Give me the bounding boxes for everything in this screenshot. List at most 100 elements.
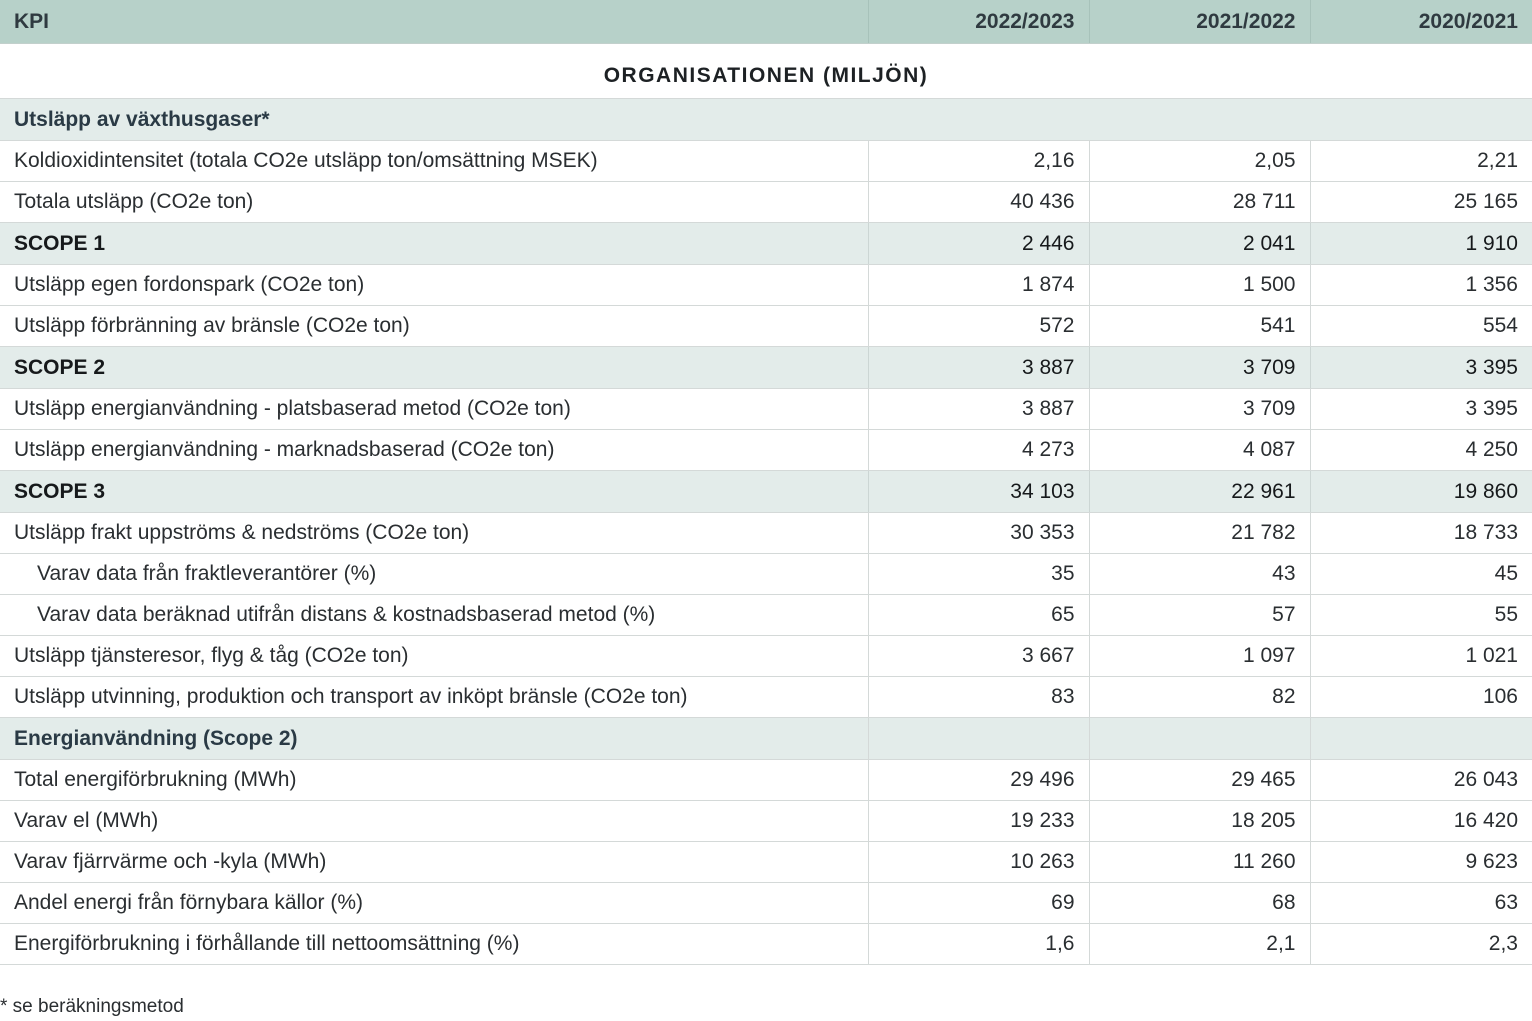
row-label: Energiförbrukning i förhållande till net… [0,923,868,965]
kpi-table: KPI 2022/2023 2021/2022 2020/2021 ORGANI… [0,0,1532,965]
row-value-year-2: 2,05 [1088,140,1310,182]
row-label: Utsläpp energianvändning - marknadsbaser… [0,429,868,471]
row-value-year-1: 2,16 [867,140,1089,182]
row-value-year-3: 3 395 [1309,388,1532,430]
row-value-year-3: 1 021 [1309,635,1532,677]
row-value-year-2: 28 711 [1088,181,1310,223]
row-value-year-2: 4 087 [1088,429,1310,471]
section-empty-cell [867,717,1089,760]
row-value-year-2: 22 961 [1088,470,1310,513]
row-value-year-3: 26 043 [1309,759,1532,801]
row-label: Andel energi från förnybara källor (%) [0,882,868,924]
row-label: Totala utsläpp (CO2e ton) [0,181,868,223]
row-label: Varav fjärrvärme och -kyla (MWh) [0,841,868,883]
table-row: Varav fjärrvärme och -kyla (MWh) 10 263 … [0,841,1532,883]
row-value-year-2: 541 [1088,305,1310,347]
row-value-year-3: 45 [1309,553,1532,595]
org-title-row: ORGANISATIONEN (MILJÖN) [0,43,1532,99]
row-value-year-1: 40 436 [867,181,1089,223]
footnote: * se beräkningsmetod [0,996,184,1017]
table-row: Utsläpp förbränning av bränsle (CO2e ton… [0,305,1532,347]
row-value-year-2: 3 709 [1088,388,1310,430]
row-value-year-1: 3 887 [867,346,1089,389]
row-value-year-2: 2,1 [1088,923,1310,965]
row-value-year-2: 43 [1088,553,1310,595]
column-header-year-1: 2022/2023 [867,0,1089,44]
row-value-year-3: 16 420 [1309,800,1532,842]
row-value-year-3: 18 733 [1309,512,1532,554]
row-value-year-3: 2,21 [1309,140,1532,182]
row-value-year-2: 29 465 [1088,759,1310,801]
row-value-year-3: 63 [1309,882,1532,924]
table-row: Varav el (MWh) 19 233 18 205 16 420 [0,800,1532,842]
table-row: Utsläpp energianvändning - marknadsbaser… [0,429,1532,471]
row-label: Koldioxidintensitet (totala CO2e utsläpp… [0,140,868,182]
scope-row-1: SCOPE 1 2 446 2 041 1 910 [0,222,1532,265]
row-label: Utsläpp utvinning, produktion och transp… [0,676,868,718]
scope-row-3: SCOPE 3 34 103 22 961 19 860 [0,470,1532,513]
row-value-year-1: 1,6 [867,923,1089,965]
row-value-year-1: 29 496 [867,759,1089,801]
row-value-year-3: 1 910 [1309,222,1532,265]
row-value-year-2: 21 782 [1088,512,1310,554]
table-row: Utsläpp utvinning, produktion och transp… [0,676,1532,718]
row-value-year-2: 57 [1088,594,1310,636]
column-header-kpi: KPI [0,0,868,44]
row-value-year-1: 65 [867,594,1089,636]
table-row: Total energiförbrukning (MWh) 29 496 29 … [0,759,1532,801]
row-value-year-2: 82 [1088,676,1310,718]
table-row: Utsläpp tjänsteresor, flyg & tåg (CO2e t… [0,635,1532,677]
row-value-year-1: 1 874 [867,264,1089,306]
scope-row-2: SCOPE 2 3 887 3 709 3 395 [0,346,1532,389]
row-value-year-2: 68 [1088,882,1310,924]
row-value-year-2: 2 041 [1088,222,1310,265]
row-value-year-3: 9 623 [1309,841,1532,883]
row-value-year-1: 69 [867,882,1089,924]
row-value-year-2: 1 500 [1088,264,1310,306]
row-label: Varav data beräknad utifrån distans & ko… [0,594,868,636]
scope-label: SCOPE 3 [0,470,868,513]
row-label: Utsläpp frakt uppströms & nedströms (CO2… [0,512,868,554]
row-value-year-1: 34 103 [867,470,1089,513]
scope-label: SCOPE 1 [0,222,868,265]
row-value-year-3: 2,3 [1309,923,1532,965]
row-label: Utsläpp tjänsteresor, flyg & tåg (CO2e t… [0,635,868,677]
table-row: Koldioxidintensitet (totala CO2e utsläpp… [0,140,1532,182]
row-value-year-1: 572 [867,305,1089,347]
row-label: Utsläpp egen fordonspark (CO2e ton) [0,264,868,306]
row-value-year-2: 18 205 [1088,800,1310,842]
row-value-year-3: 3 395 [1309,346,1532,389]
row-value-year-3: 55 [1309,594,1532,636]
table-header-row: KPI 2022/2023 2021/2022 2020/2021 [0,0,1532,44]
section-title-energy: Energianvändning (Scope 2) [0,717,868,760]
section-title-ghg: Utsläpp av växthusgaser* [0,98,1532,141]
row-value-year-3: 25 165 [1309,181,1532,223]
row-value-year-1: 10 263 [867,841,1089,883]
row-value-year-1: 83 [867,676,1089,718]
column-header-year-2: 2021/2022 [1088,0,1310,44]
section-empty-cell [1309,717,1532,760]
row-label: Varav el (MWh) [0,800,868,842]
row-value-year-1: 35 [867,553,1089,595]
row-label: Varav data från fraktleverantörer (%) [0,553,868,595]
row-value-year-3: 4 250 [1309,429,1532,471]
row-value-year-2: 11 260 [1088,841,1310,883]
row-value-year-2: 1 097 [1088,635,1310,677]
table-row: Varav data från fraktleverantörer (%) 35… [0,553,1532,595]
section-empty-cell [1088,717,1310,760]
row-value-year-3: 106 [1309,676,1532,718]
row-value-year-1: 19 233 [867,800,1089,842]
section-row-ghg: Utsläpp av växthusgaser* [0,98,1532,141]
row-label: Total energiförbrukning (MWh) [0,759,868,801]
scope-label: SCOPE 2 [0,346,868,389]
row-value-year-1: 2 446 [867,222,1089,265]
table-row: Utsläpp energianvändning - platsbaserad … [0,388,1532,430]
row-label: Utsläpp förbränning av bränsle (CO2e ton… [0,305,868,347]
row-value-year-1: 3 667 [867,635,1089,677]
table-row: Energiförbrukning i förhållande till net… [0,923,1532,965]
table-row: Andel energi från förnybara källor (%) 6… [0,882,1532,924]
row-value-year-2: 3 709 [1088,346,1310,389]
table-row: Varav data beräknad utifrån distans & ko… [0,594,1532,636]
row-value-year-1: 4 273 [867,429,1089,471]
